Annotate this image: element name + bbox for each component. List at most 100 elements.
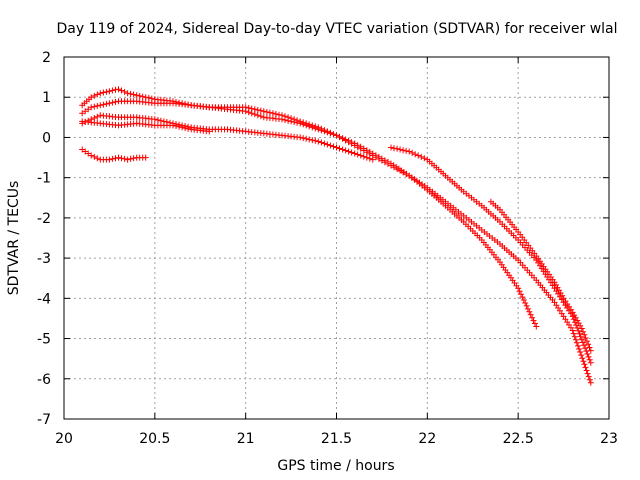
data-point-marker <box>106 156 113 163</box>
data-point-marker <box>529 314 536 321</box>
data-point-marker <box>345 148 352 155</box>
data-point-marker <box>309 137 316 144</box>
data-point-marker <box>327 142 334 149</box>
x-tick-label: 20.5 <box>139 431 170 447</box>
data-point-marker <box>100 101 107 108</box>
data-point-marker <box>300 135 307 142</box>
data-point-marker <box>288 115 295 122</box>
x-tick-label: 22.5 <box>503 431 534 447</box>
data-point-marker <box>523 302 530 309</box>
data-point-marker <box>578 352 585 359</box>
data-point-marker <box>354 151 361 158</box>
data-point-marker <box>516 288 523 295</box>
data-point-marker <box>315 124 322 131</box>
data-point-marker <box>520 297 527 303</box>
data-point-marker <box>573 339 580 346</box>
data-point-marker <box>339 146 346 153</box>
data-point-marker <box>348 149 355 156</box>
data-point-marker <box>381 159 388 166</box>
data-point-marker <box>348 140 355 147</box>
data-point-marker <box>518 291 524 298</box>
y-tick-label: -3 <box>37 251 51 267</box>
data-point-marker <box>254 112 261 119</box>
data-point-marker <box>366 155 373 162</box>
data-point-marker <box>118 155 125 162</box>
data-point-marker <box>115 154 122 161</box>
data-point-marker <box>94 91 101 98</box>
data-point-marker <box>276 111 282 118</box>
data-point-marker <box>154 117 161 123</box>
data-point-marker <box>587 359 594 366</box>
data-point-marker <box>571 312 578 319</box>
data-point-marker <box>397 146 404 153</box>
data-point-marker <box>324 128 331 135</box>
data-point-marker <box>106 100 113 107</box>
y-tick-label: -7 <box>37 412 51 428</box>
data-point-marker <box>369 156 376 163</box>
data-point-marker <box>586 376 593 383</box>
data-point-marker <box>530 317 537 324</box>
data-point-marker <box>587 347 594 354</box>
data-point-marker <box>585 341 592 348</box>
data-point-marker <box>306 121 313 128</box>
data-point-marker <box>94 155 101 162</box>
data-point-marker <box>106 88 113 95</box>
data-point-marker <box>576 330 583 337</box>
data-point-marker <box>583 338 590 345</box>
data-point-marker <box>306 136 313 143</box>
data-point-marker <box>575 342 581 349</box>
data-point-marker <box>412 151 419 158</box>
data-point-marker <box>91 103 98 110</box>
data-point-marker <box>421 155 428 162</box>
data-point-marker <box>579 355 586 362</box>
data-point-marker <box>103 100 110 107</box>
data-point-marker <box>330 143 337 150</box>
data-point-marker <box>578 325 585 332</box>
data-point-marker <box>360 153 367 160</box>
chart-title: Day 119 of 2024, Sidereal Day-to-day VTE… <box>56 21 617 37</box>
data-point-marker <box>266 109 273 116</box>
data-point-marker <box>173 123 179 129</box>
data-point-marker <box>142 154 149 161</box>
data-point-marker <box>185 125 192 132</box>
y-tick-labels: -7 -6 -5 -4 -3 -2 -1 0 1 2 <box>37 50 51 428</box>
data-point-marker <box>121 155 128 162</box>
data-point-marker <box>418 153 425 160</box>
x-tick-label: 22 <box>418 431 436 447</box>
data-point-marker <box>88 152 95 159</box>
data-point-marker <box>571 333 578 340</box>
y-tick-label: 1 <box>42 90 51 106</box>
data-point-marker <box>257 113 264 120</box>
data-point-marker <box>318 125 325 132</box>
data-point-marker <box>88 94 95 101</box>
data-point-marker <box>351 150 358 157</box>
data-point-marker <box>127 155 134 162</box>
data-point-marker <box>260 108 267 115</box>
data-point-marker <box>581 342 587 349</box>
data-point-marker <box>582 364 589 371</box>
x-axis-label: GPS time / hours <box>277 458 394 474</box>
data-point-marker <box>583 367 590 374</box>
data-point-marker <box>136 92 143 99</box>
data-point-marker <box>97 102 104 109</box>
data-point-marker <box>254 107 261 113</box>
data-point-marker <box>206 128 213 135</box>
y-tick-label: -6 <box>37 372 51 388</box>
data-point-marker <box>130 155 137 162</box>
data-point-marker <box>586 344 593 351</box>
data-point-marker <box>121 88 128 95</box>
data-point-marker <box>526 308 533 315</box>
data-point-marker <box>282 113 288 120</box>
data-point-marker <box>303 135 310 142</box>
y-tick-label: -4 <box>37 291 51 307</box>
data-points <box>79 86 594 386</box>
y-axis-label: SDTVAR / TECUs <box>6 181 22 296</box>
data-point-marker <box>170 122 176 129</box>
data-point-marker <box>333 144 340 151</box>
x-tick-label: 23 <box>600 431 618 447</box>
data-point-marker <box>245 104 252 111</box>
data-point-marker <box>327 129 334 136</box>
data-point-marker <box>248 105 255 112</box>
data-point-marker <box>318 139 325 146</box>
data-point-marker <box>342 147 349 154</box>
